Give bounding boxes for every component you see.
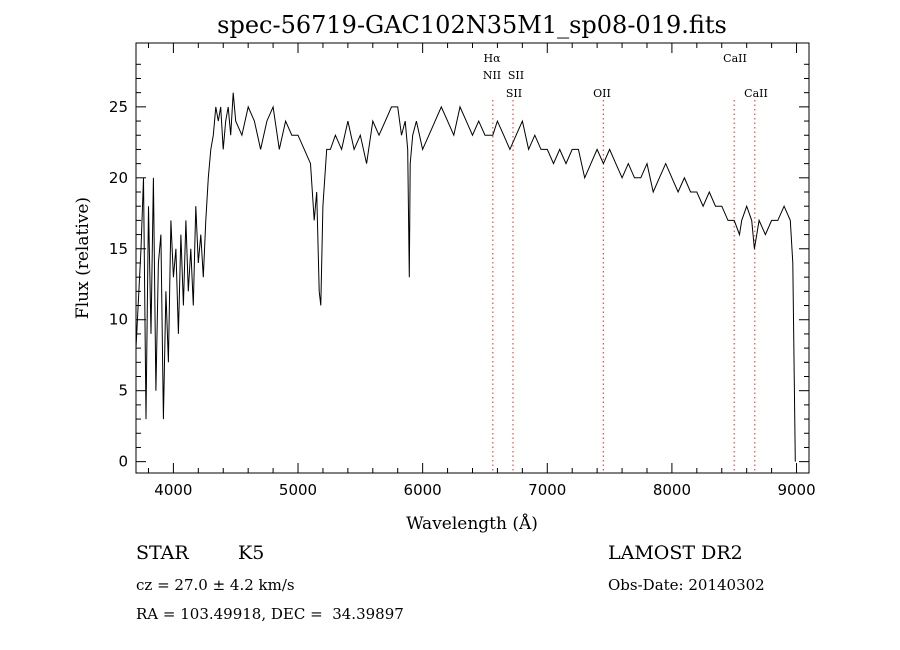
spectral-line-labels: Hα NII SII SII OII CaII CaII <box>483 52 768 100</box>
y-tick-label: 15 <box>109 240 128 258</box>
spectrum-series <box>135 92 796 462</box>
spectral-line-markers <box>492 100 756 473</box>
spectral-line-label: CaII <box>723 52 747 65</box>
y-tick-label: 10 <box>109 311 128 329</box>
spectral-line-label: Hα <box>483 52 501 65</box>
survey-name: LAMOST DR2 <box>608 542 743 564</box>
x-tick-label: 4000 <box>154 481 192 499</box>
redshift-text: cz = 27.0 ± 4.2 km/s <box>136 576 295 594</box>
x-tick-label: 8000 <box>653 481 691 499</box>
y-tick-label: 20 <box>109 169 128 187</box>
spectral-line-label: CaII <box>744 87 768 100</box>
plot-frame <box>135 42 810 474</box>
x-tick-label: 9000 <box>777 481 815 499</box>
spectral-line-label: OII <box>593 87 611 100</box>
x-axis-label: Wavelength (Å) <box>406 513 538 534</box>
x-tick-label: 5000 <box>279 481 317 499</box>
spectral-line-label: SII <box>508 69 524 82</box>
spectrum-line <box>135 92 796 462</box>
observation-date: Obs-Date: 20140302 <box>608 576 765 594</box>
x-tick-label: 6000 <box>404 481 442 499</box>
x-tick-label: 7000 <box>528 481 566 499</box>
y-tick-label: 5 <box>118 382 128 400</box>
spectral-line-label: SII <box>506 87 522 100</box>
spectral-line-label: NII <box>483 69 501 82</box>
chart-title: spec-56719-GAC102N35M1_sp08-019.fits <box>217 11 727 39</box>
subclass: K5 <box>238 542 265 564</box>
y-tick-label: 25 <box>109 98 128 116</box>
x-axis-ticks: 4000 5000 6000 7000 8000 9000 <box>147 43 816 499</box>
coordinates-text: RA = 103.49918, DEC = 34.39897 <box>136 605 404 623</box>
y-axis-label: Flux (relative) <box>73 197 93 319</box>
y-axis-ticks: 0 5 10 15 20 25 <box>109 63 809 471</box>
y-tick-label: 0 <box>118 453 128 471</box>
object-class: STAR <box>136 542 189 564</box>
